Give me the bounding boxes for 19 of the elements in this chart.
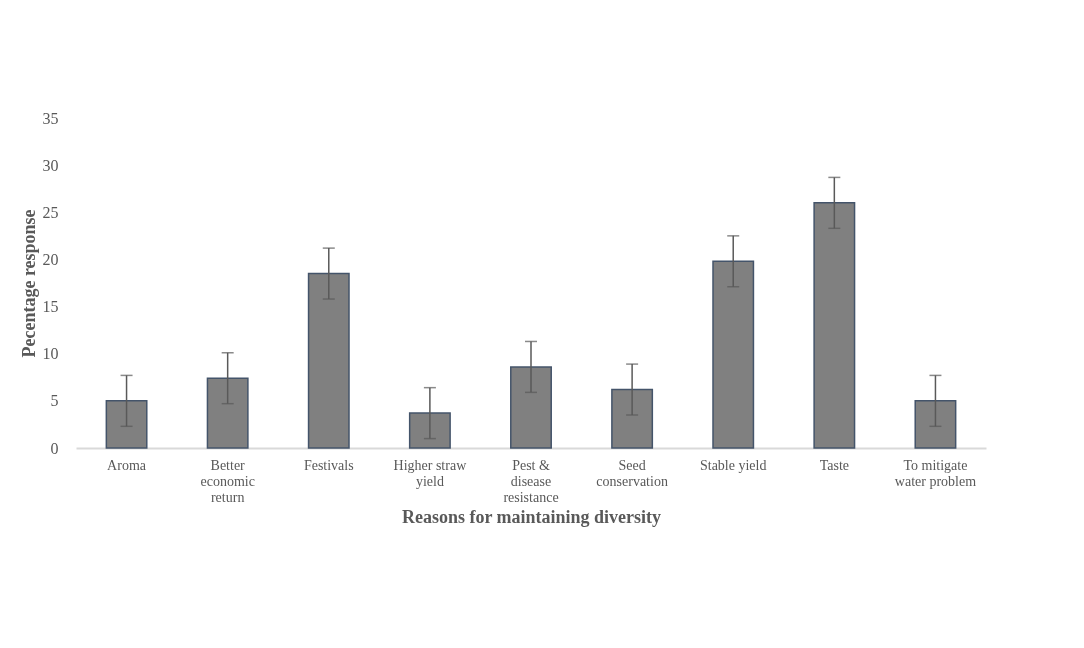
y-tick-label: 30 — [42, 156, 59, 174]
x-tick-label: Stable yield — [699, 457, 767, 473]
x-tick-label: Pest & disease resistance — [503, 457, 559, 505]
y-tick-label: 5 — [50, 392, 59, 410]
x-tick-label: Better economic return — [200, 457, 255, 505]
y-tick-label: 25 — [42, 203, 59, 221]
x-tick-label: Seed conservation — [596, 457, 668, 489]
y-tick-label: 0 — [50, 439, 59, 457]
y-tick-label: 15 — [42, 298, 59, 316]
x-tick-label: To mitigate water problem — [894, 457, 977, 489]
y-tick-label: 10 — [42, 345, 59, 363]
x-tick-label: Festivals — [303, 457, 354, 473]
x-tick-label: Aroma — [107, 457, 147, 473]
x-tick-label: Taste — [819, 457, 850, 473]
x-axis-title: Reasons for maintaining diversity — [401, 506, 662, 527]
y-tick-label: 35 — [42, 109, 59, 127]
x-tick-label: Higher straw yield — [393, 457, 468, 489]
y-tick-label: 20 — [42, 250, 59, 268]
y-axis-title: Pecentage response — [18, 209, 39, 358]
